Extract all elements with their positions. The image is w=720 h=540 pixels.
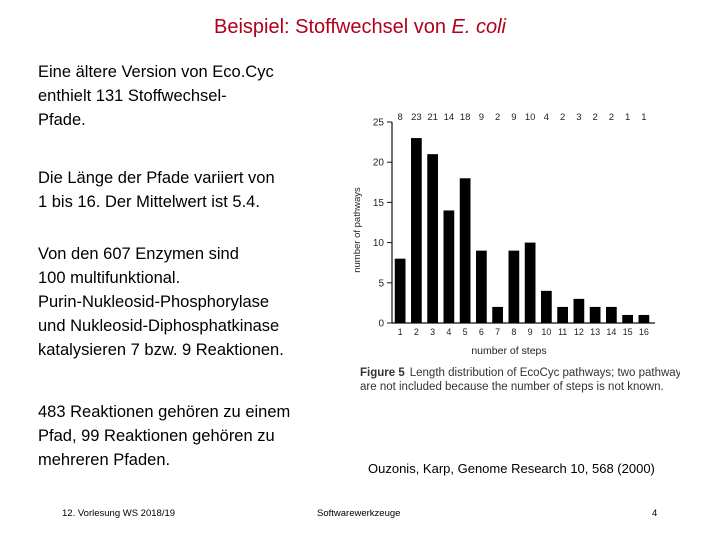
paragraph-line: enthielt 131 Stoffwechsel- [38, 87, 227, 105]
paragraph-line: katalysieren 7 bzw. 9 Reaktionen. [38, 341, 284, 359]
x-tick-label: 8 [511, 327, 516, 337]
bar-data-label: 9 [511, 112, 516, 123]
bar [557, 306, 568, 323]
x-tick-label: 2 [414, 327, 419, 337]
footer-course: Softwarewerkzeuge [317, 508, 401, 519]
pathway-length-figure: 0 5 10 15 20 25 8 1 23 2 21 3 14 4 18 5 9 6 2 7 9 8 10 9 4 10 2 11 3… [340, 110, 680, 395]
bar [622, 314, 633, 323]
x-tick-label: 12 [574, 327, 584, 337]
paragraph-ecocyc-version: Eine ältere Version von Eco.Cyc enthielt… [38, 60, 338, 132]
figure-caption-label: Figure 5 [360, 367, 405, 379]
x-tick-label: 1 [398, 327, 403, 337]
paragraph-line: und Nukleosid-Diphosphatkinase [38, 317, 280, 335]
paragraph-reactions: 483 Reaktionen gehören zu einem Pfad, 99… [38, 400, 338, 472]
paragraph-line: Purin-Nukleosid-Phosphorylase [38, 293, 270, 311]
bar [541, 290, 552, 323]
y-tick-label: 20 [373, 158, 385, 169]
figure-caption-line-2: are not included because the number of s… [360, 381, 664, 393]
bar-data-label: 2 [560, 112, 565, 123]
x-tick-label: 14 [606, 327, 616, 337]
bar-data-label: 8 [397, 112, 402, 123]
bar [638, 314, 650, 323]
bar-data-label: 2 [609, 112, 614, 123]
bar-data-label: 1 [641, 112, 646, 123]
bar [573, 298, 585, 323]
citation: Ouzonis, Karp, Genome Research 10, 568 (… [368, 461, 655, 476]
paragraph-line: Die Länge der Pfade variiert von [38, 169, 275, 187]
bar-data-label: 2 [495, 112, 500, 123]
slide-title-text: Beispiel: Stoffwechsel von [213, 16, 452, 38]
bar [606, 306, 617, 323]
paragraph-enzymes: Von den 607 Enzymen sind 100 multifunkti… [38, 242, 338, 362]
bar-data-label: 14 [444, 112, 455, 123]
y-tick-label: 0 [378, 319, 384, 330]
paragraph-line: 100 multifunktional. [38, 269, 181, 287]
figure-caption-text: Length distribution of EcoCyc pathways; … [410, 367, 680, 379]
paragraph-path-length: Die Länge der Pfade variiert von 1 bis 1… [38, 166, 338, 214]
slide-title: Beispiel: Stoffwechsel von E. coli [0, 16, 720, 39]
y-tick-label: 10 [373, 238, 385, 249]
x-tick-label: 11 [558, 327, 567, 337]
bar-data-label: 23 [411, 112, 422, 123]
paragraph-line: Von den 607 Enzymen sind [38, 245, 239, 263]
x-tick-label: 5 [463, 327, 468, 337]
bar-data-label: 21 [427, 112, 438, 123]
bar [492, 306, 503, 323]
bar [394, 258, 406, 323]
slide-title-italic: E. coli [451, 16, 506, 38]
x-tick-label: 10 [541, 327, 551, 337]
bar-data-label: 3 [576, 112, 581, 123]
y-tick-label: 25 [373, 118, 385, 129]
footer-lecture: 12. Vorlesung WS 2018/19 [62, 508, 176, 519]
bar [508, 250, 520, 323]
bar-data-label: 4 [544, 112, 549, 123]
x-tick-label: 3 [430, 327, 435, 337]
bar [459, 178, 471, 323]
paragraph-line: Pfade. [38, 111, 86, 129]
y-tick-label: 15 [373, 198, 385, 209]
x-tick-label: 4 [446, 327, 451, 337]
bar [589, 306, 601, 323]
bar [524, 242, 536, 323]
bar [427, 154, 438, 323]
paragraph-line: 1 bis 16. Der Mittelwert ist 5.4. [38, 193, 260, 211]
y-axis-label: number of pathways [352, 187, 363, 273]
bar [411, 138, 422, 323]
bar-data-label: 9 [479, 112, 484, 123]
bar [443, 210, 455, 323]
x-axis-label: number of steps [471, 345, 546, 357]
x-tick-label: 13 [590, 327, 600, 337]
x-tick-label: 6 [479, 327, 484, 337]
x-tick-label: 15 [623, 327, 633, 337]
figure-caption-line-1: Figure 5 Length distribution of EcoCyc pa… [360, 367, 680, 379]
y-tick-label: 5 [378, 278, 384, 289]
x-tick-label: 7 [495, 327, 500, 337]
bar-data-label: 2 [592, 112, 597, 123]
bar-data-label: 1 [625, 112, 630, 123]
paragraph-line: Pfad, 99 Reaktionen gehören zu [38, 427, 275, 445]
bar-data-label: 10 [525, 112, 536, 123]
x-tick-label: 9 [528, 327, 533, 337]
paragraph-line: mehreren Pfaden. [38, 451, 171, 469]
paragraph-line: 483 Reaktionen gehören zu einem [38, 403, 291, 421]
footer-page-number: 4 [652, 508, 658, 519]
x-tick-label: 16 [639, 327, 649, 337]
paragraph-line: Eine ältere Version von Eco.Cyc [38, 63, 274, 81]
bar-data-label: 18 [460, 112, 471, 123]
bar [476, 250, 487, 323]
